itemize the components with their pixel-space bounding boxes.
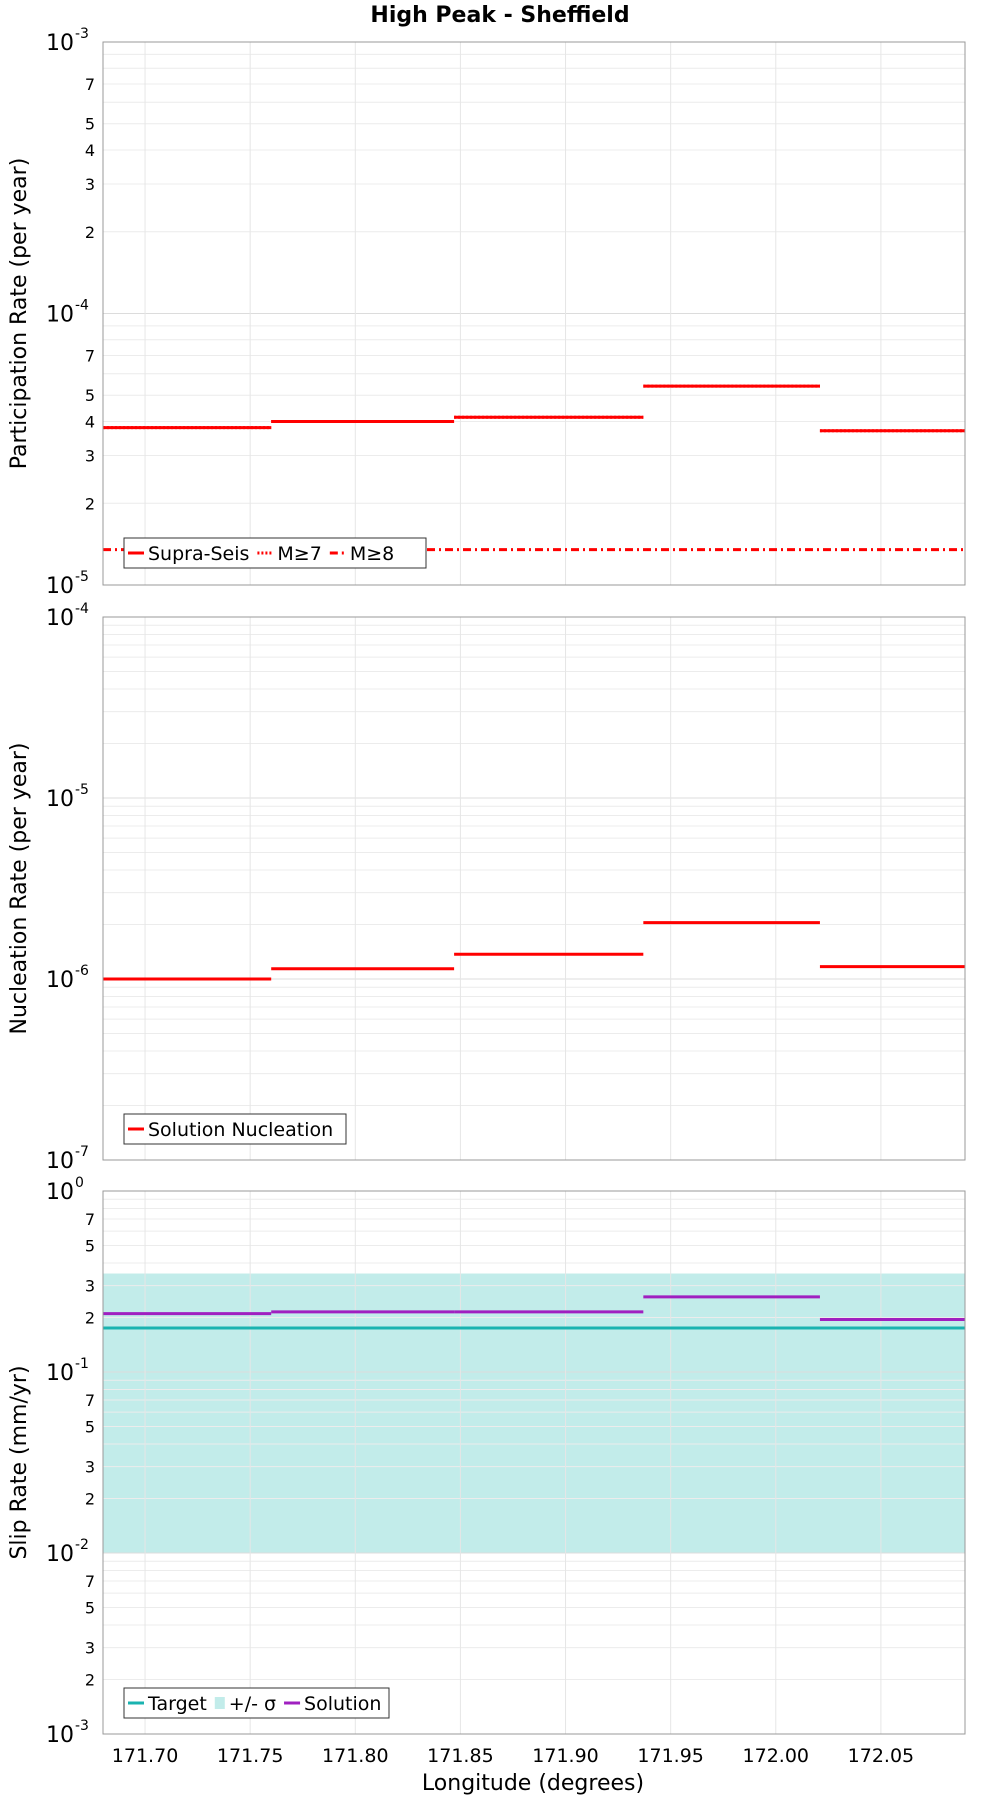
y-tick-label: 10 xyxy=(46,606,74,631)
y-minor-tick-label: 3 xyxy=(85,1639,95,1658)
x-tick-label: 171.95 xyxy=(637,1745,703,1767)
y-minor-tick-label: 7 xyxy=(85,75,95,94)
y-tick-label: 10 xyxy=(46,787,74,812)
y-tick-exponent: -6 xyxy=(75,963,89,979)
y-tick-exponent: -5 xyxy=(75,569,89,585)
x-tick-label: 171.70 xyxy=(112,1745,178,1767)
y-minor-tick-label: 4 xyxy=(85,141,95,160)
y-tick-label: 10 xyxy=(46,1542,74,1567)
y-tick-exponent: -1 xyxy=(75,1356,89,1372)
x-tick-label: 171.75 xyxy=(217,1745,283,1767)
legend-box xyxy=(123,1113,347,1145)
legend: Supra-Seis M≥7 M≥8 xyxy=(123,537,427,569)
legend-label: Solution xyxy=(304,1693,381,1715)
y-minor-tick-label: 2 xyxy=(85,1671,95,1690)
y-minor-tick-label: 3 xyxy=(85,1277,95,1296)
legend-swatch xyxy=(214,1697,225,1709)
y-tick-exponent: -7 xyxy=(75,1144,89,1160)
y-minor-tick-label: 3 xyxy=(85,1458,95,1477)
chart-title: High Peak - Sheffield xyxy=(370,3,629,28)
legend-label: M≥7 xyxy=(277,543,321,565)
y-minor-tick-label: 5 xyxy=(85,115,95,134)
legend-label: Solution Nucleation xyxy=(148,1119,333,1141)
legend-label: Supra-Seis xyxy=(148,543,249,565)
legend: Solution Nucleation xyxy=(123,1113,347,1145)
legend: Target +/- σ Solution xyxy=(123,1687,390,1719)
y-minor-tick-label: 5 xyxy=(85,386,95,405)
x-tick-label: 171.80 xyxy=(322,1745,388,1767)
y-axis-label: Slip Rate (mm/yr) xyxy=(7,1365,32,1559)
y-tick-label: 10 xyxy=(46,574,74,599)
y-tick-label: 10 xyxy=(46,1180,74,1205)
y-minor-tick-label: 5 xyxy=(85,1417,95,1436)
y-tick-label: 10 xyxy=(46,1149,74,1174)
y-minor-tick-label: 2 xyxy=(85,1490,95,1509)
y-tick-label: 10 xyxy=(46,968,74,993)
y-minor-tick-label: 3 xyxy=(85,446,95,465)
y-tick-exponent: 0 xyxy=(75,1175,84,1191)
y-tick-label: 10 xyxy=(46,1723,74,1748)
plot-border xyxy=(102,616,966,1161)
x-tick-label: 172.05 xyxy=(848,1745,914,1767)
y-minor-tick-label: 5 xyxy=(85,1236,95,1255)
y-tick-exponent: -4 xyxy=(75,298,89,314)
x-tick-label: 171.85 xyxy=(427,1745,493,1767)
y-minor-tick-label: 5 xyxy=(85,1598,95,1617)
y-tick-exponent: -2 xyxy=(75,1537,89,1553)
y-tick-exponent: -3 xyxy=(75,26,89,42)
plot-border xyxy=(102,1190,966,1735)
y-minor-tick-label: 3 xyxy=(85,175,95,194)
y-minor-tick-label: 7 xyxy=(85,1572,95,1591)
y-tick-exponent: -3 xyxy=(75,1718,89,1734)
legend-label: +/- σ xyxy=(229,1693,276,1715)
y-tick-label: 10 xyxy=(46,31,74,56)
y-minor-tick-label: 2 xyxy=(85,1309,95,1328)
y-axis-label: Participation Rate (per year) xyxy=(7,158,32,470)
legend-label: M≥8 xyxy=(350,543,394,565)
y-tick-label: 10 xyxy=(46,1361,74,1386)
y-minor-tick-label: 4 xyxy=(85,413,95,432)
y-minor-tick-label: 7 xyxy=(85,1210,95,1229)
x-tick-label: 172.00 xyxy=(743,1745,809,1767)
plot-area xyxy=(103,617,965,1160)
legend-box xyxy=(123,1687,390,1719)
legend-label: Target xyxy=(147,1693,207,1715)
y-minor-tick-label: 7 xyxy=(85,347,95,366)
y-minor-tick-label: 2 xyxy=(85,494,95,513)
sigma-band xyxy=(103,1273,965,1553)
y-tick-exponent: -5 xyxy=(75,782,89,798)
x-axis-label: Longitude (degrees) xyxy=(422,1771,644,1796)
y-axis-label: Nucleation Rate (per year) xyxy=(7,743,32,1035)
y-minor-tick-label: 2 xyxy=(85,223,95,242)
legend-box xyxy=(123,537,427,569)
x-tick-label: 171.90 xyxy=(532,1745,598,1767)
plot-border xyxy=(102,41,966,586)
y-minor-tick-label: 7 xyxy=(85,1391,95,1410)
y-tick-exponent: -4 xyxy=(75,601,89,617)
y-tick-label: 10 xyxy=(46,303,74,328)
